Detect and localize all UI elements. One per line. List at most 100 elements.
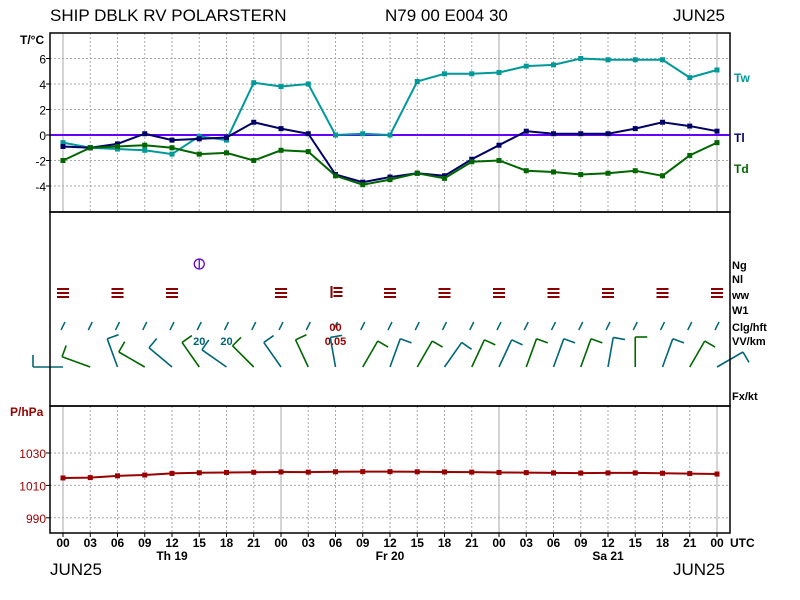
series-point-tl	[251, 119, 257, 125]
time-tick-label: 18	[220, 536, 234, 550]
time-tick-label: 15	[193, 536, 207, 550]
time-tick-label: 06	[547, 536, 561, 550]
series-point-tw	[442, 71, 447, 77]
footer-month-right: JUN25	[673, 560, 725, 579]
series-point-td	[333, 173, 338, 179]
time-tick-label: 03	[520, 536, 534, 550]
series-point-tw	[578, 56, 584, 61]
pressure-point	[414, 469, 420, 475]
pressure-point	[115, 473, 120, 479]
series-point-tw	[142, 147, 148, 153]
time-tick-label: 00	[492, 536, 506, 550]
series-point-tl	[387, 174, 393, 180]
wind-barb	[329, 337, 337, 368]
series-point-tw	[687, 75, 693, 81]
time-tick-label: 00	[274, 536, 288, 550]
day-label: Fr 20	[376, 549, 405, 563]
series-point-td	[278, 147, 284, 153]
wind-barb-feather	[461, 341, 472, 350]
series-point-tl	[169, 137, 175, 143]
series-point-tl	[278, 126, 284, 132]
pressure-point	[714, 471, 720, 477]
wind-barb-feather	[511, 339, 523, 346]
series-point-td	[605, 170, 611, 176]
cloud-level-mark	[305, 321, 311, 331]
wind-barb	[552, 338, 565, 368]
series-point-tw	[469, 71, 475, 77]
time-tick-label: 09	[574, 536, 588, 550]
pressure-point	[660, 470, 665, 476]
series-point-tl	[632, 126, 638, 132]
wind-barb	[118, 351, 146, 368]
wind-barb-feather	[263, 334, 275, 344]
time-tick-label: 21	[465, 536, 479, 550]
cloud-level-mark	[714, 321, 720, 331]
series-point-tw	[60, 140, 66, 146]
cloud-level-mark	[687, 321, 693, 331]
series-point-tw	[169, 151, 175, 157]
time-tick-label: 21	[683, 536, 697, 550]
wind-barb	[416, 340, 433, 368]
cloud-level-mark	[114, 321, 121, 331]
wind-barb-feather	[106, 333, 119, 340]
series-point-tl	[687, 123, 693, 129]
wind-barb-feather	[181, 334, 193, 344]
series-point-tw	[333, 132, 338, 138]
series-point-tl	[551, 131, 556, 137]
series-label-td: Td	[734, 162, 749, 176]
wind-barb-feather	[295, 334, 307, 341]
series-point-td	[687, 152, 693, 158]
series-point-td	[523, 168, 529, 174]
time-tick-label: 18	[656, 536, 670, 550]
wind-barb-feather	[613, 336, 626, 341]
pressure-point	[387, 469, 393, 475]
series-point-td	[115, 143, 120, 149]
wind-barb-feather	[431, 340, 444, 348]
wind-barb-feather	[704, 340, 716, 348]
weather-row-label: ww	[731, 290, 750, 302]
wind-barb-feather	[536, 338, 549, 344]
wind-barb	[148, 347, 173, 368]
visibility-label: 0.05	[325, 336, 346, 348]
series-point-tl	[196, 136, 202, 142]
time-tick-label: 12	[601, 536, 615, 550]
series-point-tw	[523, 63, 529, 69]
temp-tick-label: 6	[39, 53, 46, 67]
wind-barb	[689, 340, 706, 368]
series-point-td	[496, 158, 502, 163]
cloud-level-mark	[659, 321, 666, 331]
wind-barb-feather	[563, 338, 576, 344]
series-point-tl	[60, 143, 66, 149]
series-point-td	[87, 145, 93, 151]
pressure-point	[605, 470, 611, 476]
cloud-level-mark	[414, 321, 420, 331]
time-tick-label: 09	[356, 536, 370, 550]
wind-barb	[443, 341, 463, 368]
weather-row-label: Fx/kt	[732, 391, 758, 403]
wind-barb	[498, 339, 513, 368]
series-point-td	[196, 151, 202, 157]
time-tick-label: 09	[138, 536, 152, 550]
pressure-point	[224, 469, 229, 475]
pressure-point	[278, 469, 284, 475]
cloud-level-mark	[496, 321, 502, 331]
time-tick-label: 03	[302, 536, 316, 550]
wind-barb-feather	[672, 338, 685, 344]
series-point-tw	[360, 131, 366, 137]
series-point-td	[387, 177, 393, 183]
cloud-level-mark	[632, 321, 638, 331]
pressure-point	[551, 470, 556, 476]
cloud-level-mark	[441, 321, 448, 331]
series-label-tl: Tl	[734, 131, 745, 145]
series-point-tw	[496, 70, 502, 76]
ceiling-label: 20	[193, 336, 205, 348]
pressure-point	[360, 469, 366, 475]
wind-barb	[263, 341, 282, 368]
cloud-level-mark	[60, 321, 66, 331]
series-point-tl	[496, 142, 502, 148]
series-point-tl	[115, 141, 120, 147]
wind-barb-feather	[118, 341, 126, 353]
pressure-point	[196, 470, 202, 476]
pressure-point	[60, 475, 66, 481]
series-point-td	[305, 149, 311, 155]
